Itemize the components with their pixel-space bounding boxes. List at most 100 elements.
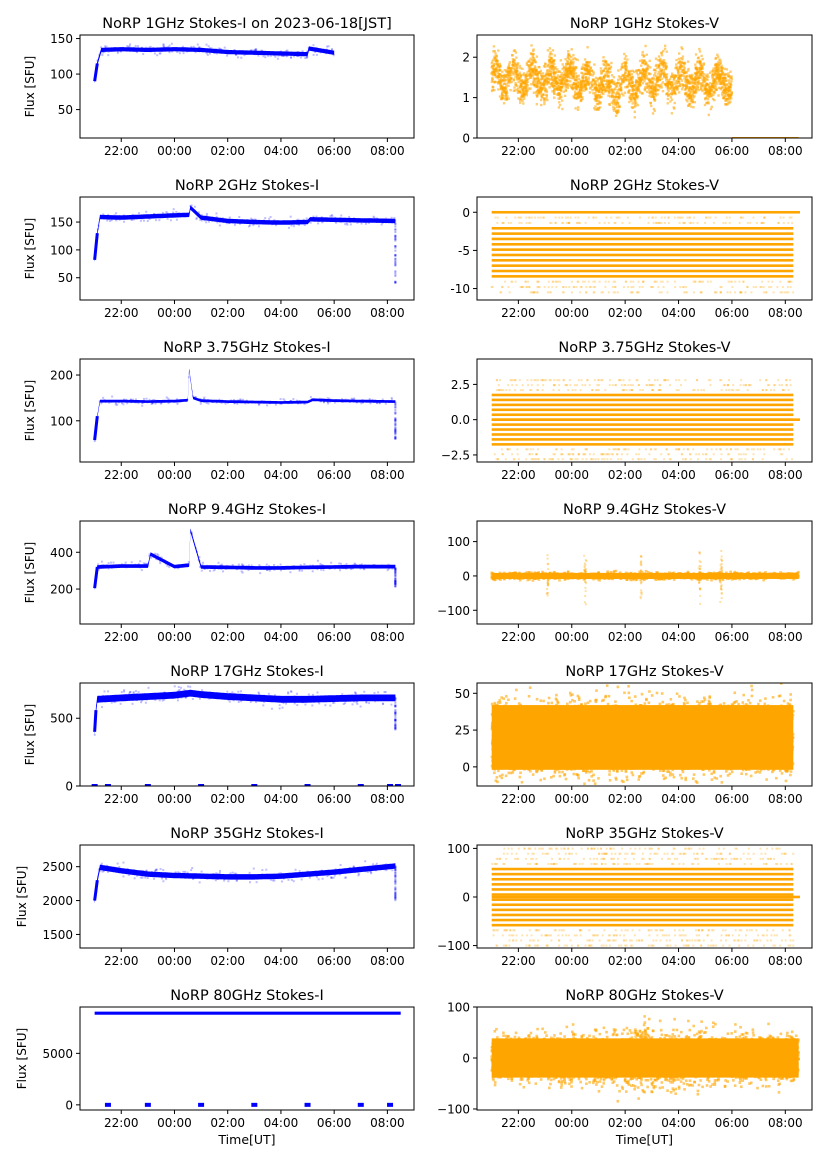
data-point [276, 57, 279, 60]
data-point [237, 51, 240, 54]
data-point [344, 567, 347, 570]
data-point [285, 50, 288, 53]
data-point [309, 396, 312, 399]
data-point [347, 218, 350, 221]
data-point [277, 222, 280, 225]
data-point [558, 379, 561, 382]
data-point [628, 73, 632, 77]
data-point [311, 570, 314, 573]
data-point [564, 384, 567, 387]
data-point [243, 220, 246, 223]
x-tick-label: 04:00 [661, 468, 696, 482]
data-point [527, 63, 530, 67]
data-point [594, 96, 598, 99]
data-point [715, 77, 719, 80]
data-point [512, 73, 516, 76]
data-point [631, 384, 634, 387]
data-point [686, 60, 690, 63]
data-point [394, 582, 397, 585]
data-point [554, 79, 557, 83]
data-point [659, 221, 662, 224]
data-point [394, 228, 397, 231]
data-point [362, 566, 365, 569]
data-point [739, 384, 742, 387]
data-point [371, 399, 374, 402]
data-point [719, 66, 723, 69]
data-point [547, 286, 550, 289]
data-point [321, 566, 324, 569]
data-point [549, 82, 553, 85]
data-point [247, 401, 250, 404]
y-tick-label: 0.0 [451, 413, 470, 427]
data-point [699, 83, 702, 86]
data-point [585, 291, 588, 294]
data-point [714, 56, 718, 60]
data-point [287, 402, 290, 405]
data-point [635, 69, 638, 73]
data-point [658, 63, 661, 66]
data-point [686, 216, 689, 219]
data-point [651, 92, 654, 95]
data-point [312, 399, 315, 402]
data-point [570, 48, 573, 51]
data-point [624, 85, 627, 89]
data-point [697, 79, 701, 82]
data-point [519, 82, 523, 86]
data-point [678, 216, 681, 219]
data-point [394, 580, 397, 583]
data-point [742, 280, 745, 283]
data-point [531, 458, 534, 461]
data-point [628, 379, 631, 382]
data-point [497, 389, 500, 392]
data-point [693, 101, 697, 104]
data-point [697, 56, 700, 59]
data-point [631, 102, 634, 105]
data-point [306, 55, 309, 58]
data-point [657, 76, 660, 80]
data-point [200, 48, 203, 51]
y-tick-label: 200 [50, 583, 73, 597]
data-point [526, 448, 529, 451]
data-point [190, 204, 193, 207]
data-point [166, 212, 169, 215]
data-point [720, 286, 723, 289]
data-point [261, 50, 264, 53]
data-point [370, 400, 373, 403]
data-point [745, 448, 748, 451]
data-point [568, 70, 571, 73]
data-point [492, 71, 495, 75]
data-point [787, 221, 790, 224]
data-point [592, 286, 595, 289]
data-point [725, 92, 729, 95]
data-point [137, 212, 140, 215]
data-point [587, 64, 591, 67]
data-point [94, 78, 97, 81]
data-point [616, 90, 619, 94]
data-point [176, 402, 179, 405]
data-point [698, 59, 702, 62]
data-point [762, 291, 765, 294]
data-point [576, 221, 579, 224]
data-point [394, 437, 397, 440]
data-point [677, 448, 680, 451]
data-point [673, 107, 676, 110]
data-point [146, 562, 149, 565]
data-point [525, 61, 529, 65]
data-point [715, 66, 718, 69]
data-point [495, 69, 498, 72]
data-point [394, 575, 397, 578]
data-point [323, 400, 326, 403]
data-point [617, 448, 620, 451]
data-point [500, 389, 503, 392]
data-point [772, 291, 775, 294]
data-point [682, 221, 685, 224]
data-point [394, 245, 397, 248]
data-point [119, 564, 122, 567]
data-point [574, 389, 577, 392]
data-point [222, 401, 225, 404]
data-point [497, 82, 500, 85]
data-point [511, 54, 514, 57]
data-point [563, 76, 566, 79]
data-point [661, 280, 664, 283]
data-point [568, 286, 571, 289]
